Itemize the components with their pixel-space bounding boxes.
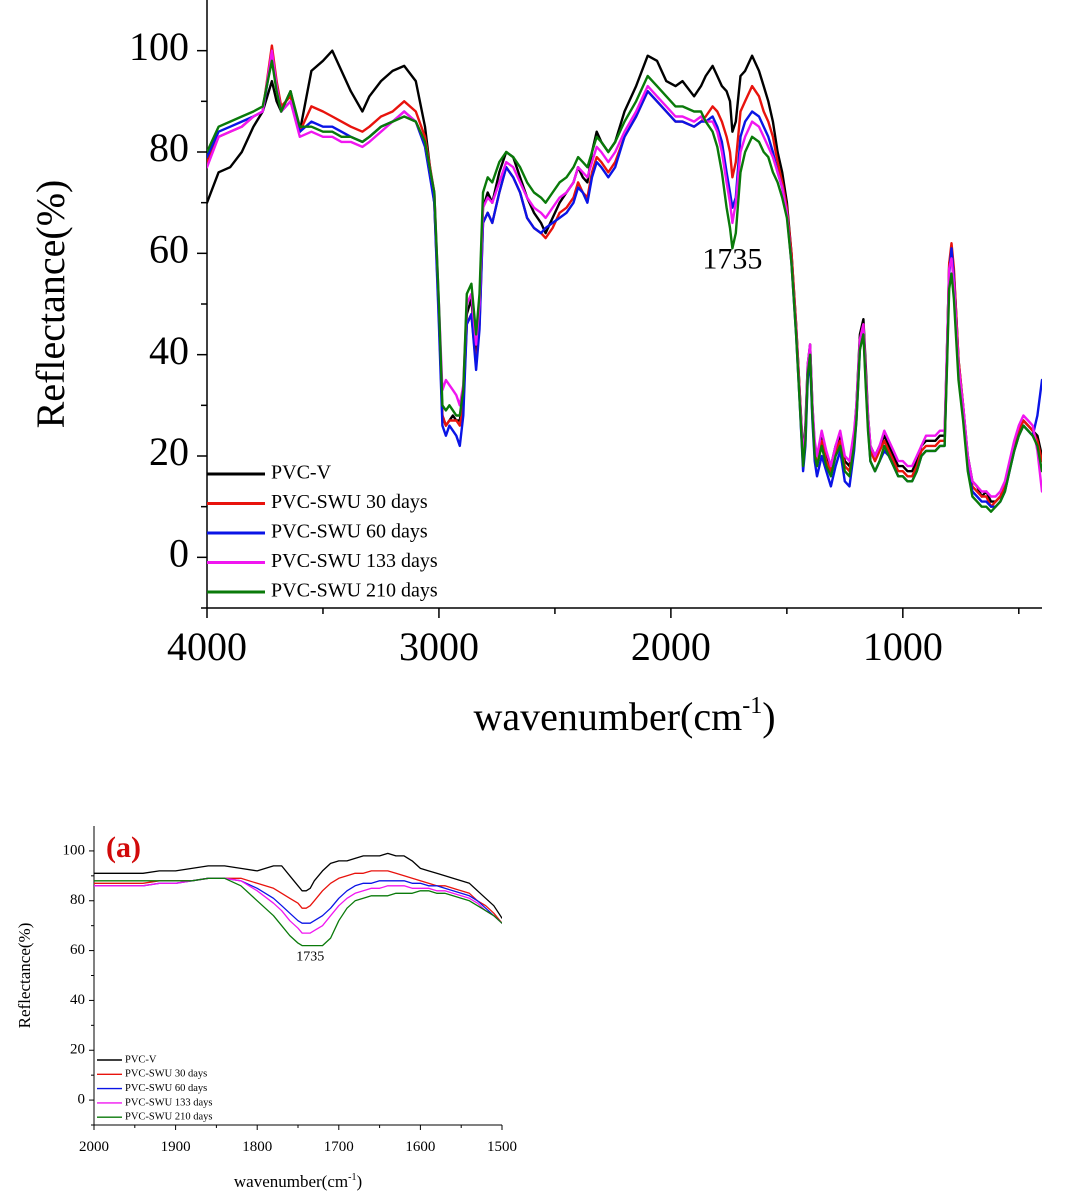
x-tick-label: 4000 [167, 624, 247, 669]
y-tick-label: 100 [129, 24, 189, 69]
x-tick-label: 1600 [405, 1139, 435, 1155]
legend-label: PVC-SWU 210 days [125, 1112, 213, 1123]
panel-label: (a) [106, 831, 141, 864]
x-tick-label: 1900 [161, 1139, 191, 1155]
series-group [94, 852, 502, 947]
x-tick-label: 2000 [79, 1139, 109, 1155]
legend: PVC-V PVC-SWU 30 days PVC-SWU 60 days PVC-S… [97, 1054, 213, 1123]
y-tick-label: 60 [70, 942, 85, 958]
chart-inset: 2000 1900 1800 1700 1600 1500 0 20 40 60 80 100 Refl… [15, 826, 517, 1191]
series-line-2 [94, 870, 502, 924]
legend-label: PVC-SWU 30 days [125, 1069, 207, 1080]
legend-label: PVC-SWU 133 days [125, 1097, 213, 1108]
y-axis-label: Reflectance(%) [15, 923, 34, 1029]
x-axis-label-superscript: -1 [348, 1172, 356, 1183]
chart-main: 4000 3000 2000 1000 0 20 40 60 80 100 Reflectance(… [28, 0, 1042, 739]
y-tick-label: 80 [149, 125, 189, 170]
x-tick-label: 1000 [863, 624, 943, 669]
x-tick-label: 2000 [631, 624, 711, 669]
x-axis-label: wavenumber(cm-1) [234, 1172, 362, 1191]
y-tick-label: 100 [63, 842, 86, 858]
legend-label: PVC-SWU 210 days [271, 580, 438, 602]
y-tick-label: 20 [70, 1042, 85, 1058]
x-tick-label: 3000 [399, 624, 479, 669]
y-tick-label: 40 [149, 328, 189, 373]
x-axis-label-main: wavenumber(cm [473, 694, 742, 739]
x-axis-label-superscript: -1 [742, 693, 762, 719]
peak-annotation: 1735 [296, 950, 324, 965]
series-line-1 [207, 49, 1042, 503]
legend-label: PVC-SWU 30 days [271, 491, 428, 513]
x-axis-label-close: ) [762, 694, 775, 739]
legend: PVC-V PVC-SWU 30 days PVC-SWU 60 days PVC-S… [207, 462, 438, 602]
legend-label: PVC-V [271, 462, 332, 484]
legend-label: PVC-SWU 60 days [125, 1083, 207, 1094]
x-tick-label: 1800 [242, 1139, 272, 1155]
series-line-1 [94, 852, 502, 919]
y-tick-label: 40 [70, 992, 85, 1008]
x-axis-label-main: wavenumber(cm [234, 1172, 348, 1191]
x-axis-label-close: ) [356, 1172, 362, 1191]
x-tick-label: 1500 [487, 1139, 517, 1155]
y-tick-label: 80 [70, 892, 85, 908]
series-line-5 [207, 59, 1042, 513]
x-tick-label: 1700 [324, 1139, 354, 1155]
y-tick-label: 20 [149, 429, 189, 474]
series-group [207, 44, 1042, 513]
x-axis-label: wavenumber(cm-1) [473, 693, 775, 739]
y-tick-label: 0 [78, 1092, 86, 1108]
y-tick-label: 60 [149, 227, 189, 272]
series-line-5 [94, 877, 502, 947]
legend-label: PVC-SWU 60 days [271, 521, 428, 543]
legend-label: PVC-SWU 133 days [271, 550, 438, 572]
peak-annotation: 1735 [702, 243, 762, 276]
legend-label: PVC-V [125, 1054, 157, 1065]
y-axis-label: Reflectance(%) [28, 180, 73, 429]
y-tick-label: 0 [169, 531, 189, 576]
